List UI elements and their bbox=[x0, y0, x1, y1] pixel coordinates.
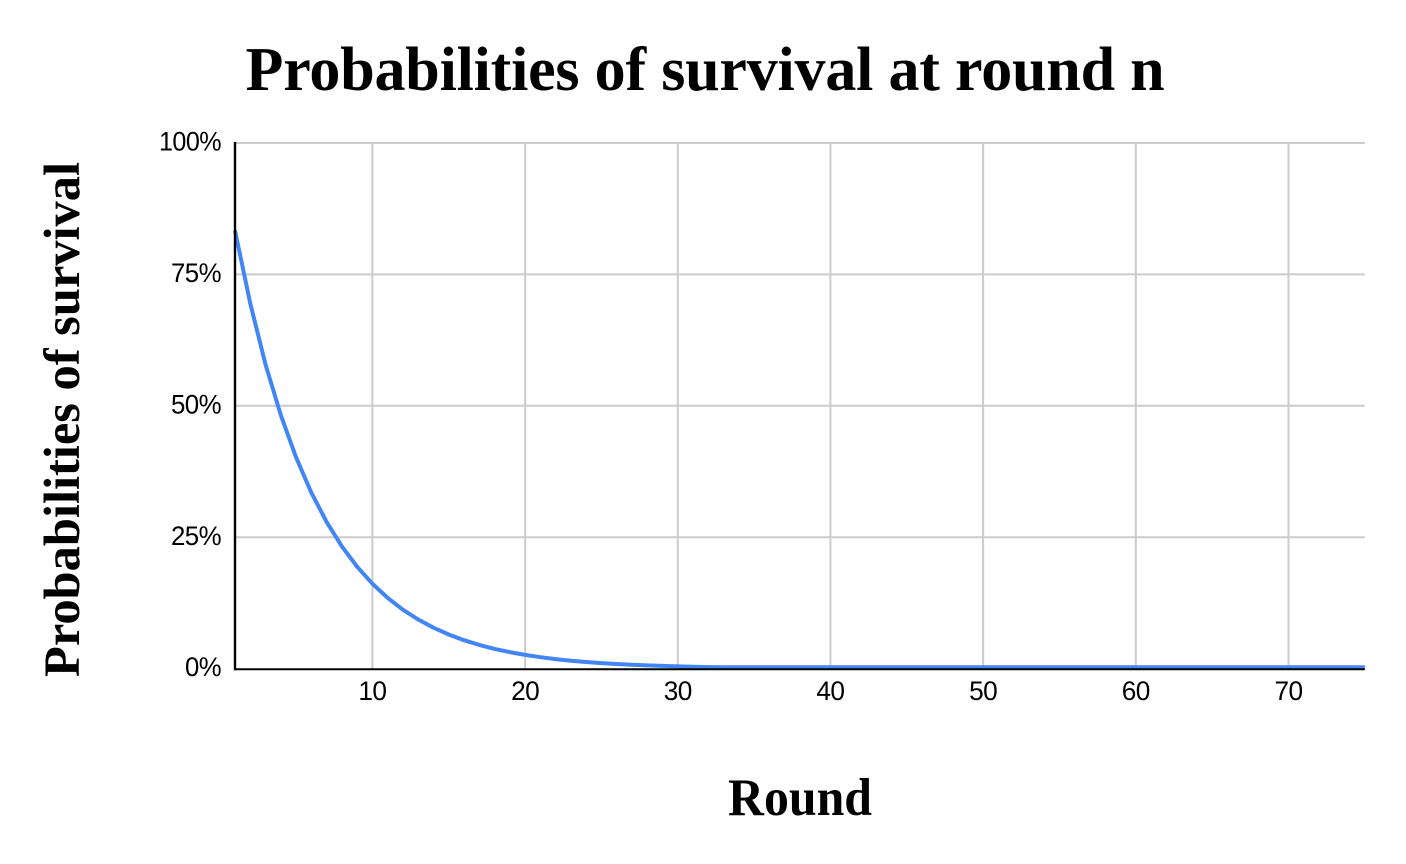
svg-text:10: 10 bbox=[358, 676, 386, 706]
svg-text:0%: 0% bbox=[185, 652, 222, 682]
svg-text:Round: Round bbox=[728, 769, 872, 827]
svg-text:20: 20 bbox=[511, 676, 539, 706]
svg-text:50: 50 bbox=[969, 676, 997, 706]
svg-text:70: 70 bbox=[1275, 676, 1303, 706]
svg-text:30: 30 bbox=[664, 676, 692, 706]
svg-text:75%: 75% bbox=[171, 258, 222, 288]
svg-text:40: 40 bbox=[816, 676, 844, 706]
svg-text:Probabilities of survival: Probabilities of survival bbox=[35, 162, 91, 677]
svg-text:Probabilities of survival at r: Probabilities of survival at round n bbox=[246, 36, 1165, 104]
svg-text:60: 60 bbox=[1122, 676, 1150, 706]
svg-text:25%: 25% bbox=[171, 521, 222, 551]
svg-text:50%: 50% bbox=[171, 389, 222, 419]
svg-text:100%: 100% bbox=[159, 127, 222, 157]
